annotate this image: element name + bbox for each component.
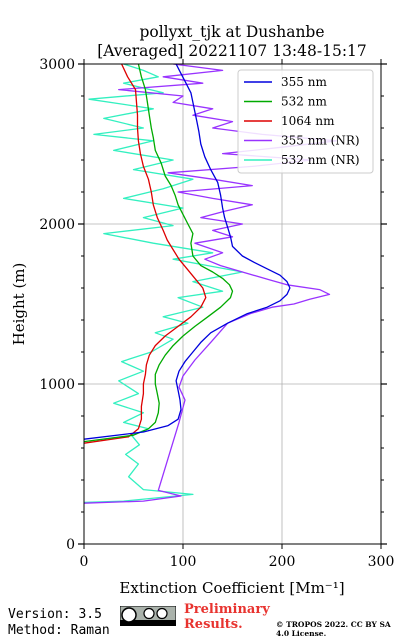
- x-tick-label: 0: [80, 554, 89, 570]
- y-axis-label: Height (m): [10, 263, 28, 346]
- version-text: Version: 3.5: [8, 607, 102, 622]
- legend-label: 1064 nm: [281, 114, 335, 128]
- y-tick-label: 2000: [39, 217, 75, 233]
- chart-subtitle: [Averaged] 20221107 13:48-15:17: [97, 42, 367, 60]
- series-line-1: [84, 64, 234, 443]
- legend: 355 nm 532 nm 1064 nm 355 nm (NR) 532 nm (NR…: [237, 69, 374, 174]
- legend-label: 532 nm (NR): [281, 153, 360, 167]
- legend-label: 532 nm: [281, 95, 327, 109]
- x-tick-label: 100: [170, 554, 197, 570]
- x-tick-label: 200: [269, 554, 296, 570]
- series-layer: [84, 64, 338, 504]
- method-text: Method: Raman: [8, 623, 110, 638]
- legend-label: 355 nm: [281, 75, 327, 89]
- y-tick-label: 3000: [39, 57, 75, 73]
- x-tick-label: 300: [368, 554, 395, 570]
- legend-box: [237, 69, 374, 174]
- cc-by-sa-logo: [120, 606, 176, 626]
- series-line-2: [84, 64, 207, 444]
- copyright-note: © TROPOS 2022. CC BY SA 4.0 License.: [276, 620, 391, 638]
- y-tick-label: 1000: [39, 377, 75, 393]
- plot-frame: [83, 63, 382, 545]
- series-line-0: [84, 64, 291, 440]
- x-axis-label: Extinction Coefficient [Mm⁻¹]: [119, 579, 344, 597]
- preliminary-results-note: Preliminary Results.: [184, 602, 270, 632]
- chart-title: pollyxt_tjk at Dushanbe: [139, 23, 324, 41]
- y-tick-label: 0: [66, 537, 75, 553]
- legend-label: 355 nm (NR): [281, 134, 360, 148]
